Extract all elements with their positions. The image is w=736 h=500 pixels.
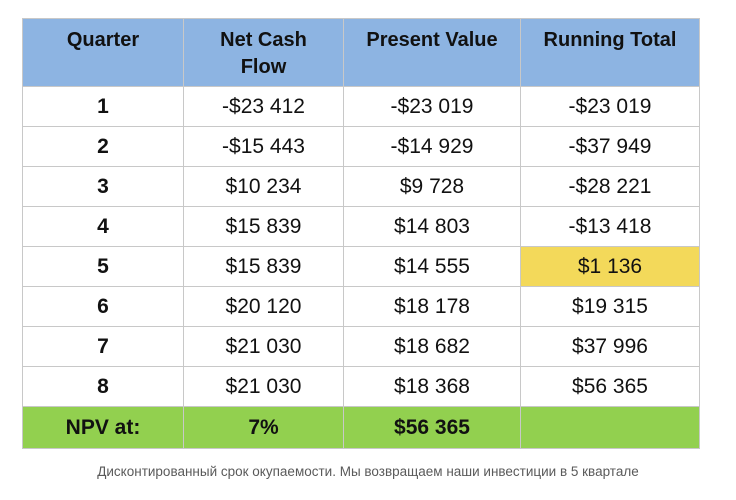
- header-net-cash-flow-line1: Net Cash: [220, 29, 307, 51]
- net-cash-flow-cell: $15 839: [183, 206, 344, 247]
- header-net-cash-flow-line2: Flow: [240, 56, 287, 78]
- net-cash-flow-cell: $20 120: [183, 286, 344, 327]
- table-row: 3 $10 234 $9 728 -$28 221: [22, 166, 700, 207]
- npv-row: NPV at: 7% $56 365: [22, 406, 700, 449]
- table-body: 1 -$23 412 -$23 019 -$23 019 2 -$15 443 -$14 9…: [22, 86, 700, 407]
- net-cash-flow-cell: -$23 412: [183, 86, 344, 127]
- running-total-cell: $37 996: [520, 326, 700, 367]
- table-row: 4 $15 839 $14 803 -$13 418: [22, 206, 700, 247]
- npv-value: $56 365: [343, 406, 521, 449]
- quarter-cell: 1: [22, 86, 184, 127]
- table-row: 2 -$15 443 -$14 929 -$37 949: [22, 126, 700, 167]
- net-cash-flow-cell: $21 030: [183, 326, 344, 367]
- table-row: 1 -$23 412 -$23 019 -$23 019: [22, 86, 700, 127]
- running-total-cell: -$37 949: [520, 126, 700, 167]
- running-total-cell: -$23 019: [520, 86, 700, 127]
- present-value-cell: $18 368: [343, 366, 521, 407]
- image-caption: Дисконтированный срок окупаемости. Мы во…: [97, 464, 639, 479]
- quarter-cell: 2: [22, 126, 184, 167]
- header-row: Quarter Net Cash Flow Present Value Runn…: [22, 18, 700, 87]
- running-total-cell: $56 365: [520, 366, 700, 407]
- header-running-total: Running Total: [520, 18, 700, 87]
- table-row: 5 $15 839 $14 555 $1 136: [22, 246, 700, 287]
- present-value-cell: $14 555: [343, 246, 521, 287]
- running-total-cell: $1 136: [520, 246, 700, 287]
- quarter-cell: 3: [22, 166, 184, 207]
- present-value-cell: -$14 929: [343, 126, 521, 167]
- npv-empty-cell: [520, 406, 700, 449]
- table-row: 8 $21 030 $18 368 $56 365: [22, 366, 700, 407]
- running-total-cell: -$13 418: [520, 206, 700, 247]
- present-value-cell: $18 178: [343, 286, 521, 327]
- cash-flow-table-container: Quarter Net Cash Flow Present Value Runn…: [22, 18, 700, 449]
- header-present-value: Present Value: [343, 18, 521, 87]
- net-cash-flow-cell: -$15 443: [183, 126, 344, 167]
- header-net-cash-flow: Net Cash Flow: [183, 18, 344, 87]
- present-value-cell: $18 682: [343, 326, 521, 367]
- present-value-cell: $9 728: [343, 166, 521, 207]
- quarter-cell: 6: [22, 286, 184, 327]
- net-cash-flow-cell: $21 030: [183, 366, 344, 407]
- quarter-cell: 8: [22, 366, 184, 407]
- discounted-payback-table: Quarter Net Cash Flow Present Value Runn…: [22, 18, 700, 449]
- net-cash-flow-cell: $15 839: [183, 246, 344, 287]
- present-value-cell: $14 803: [343, 206, 521, 247]
- quarter-cell: 7: [22, 326, 184, 367]
- table-row: 6 $20 120 $18 178 $19 315: [22, 286, 700, 327]
- header-quarter: Quarter: [22, 18, 184, 87]
- quarter-cell: 5: [22, 246, 184, 287]
- quarter-cell: 4: [22, 206, 184, 247]
- table-row: 7 $21 030 $18 682 $37 996: [22, 326, 700, 367]
- net-cash-flow-cell: $10 234: [183, 166, 344, 207]
- running-total-cell: $19 315: [520, 286, 700, 327]
- running-total-cell: -$28 221: [520, 166, 700, 207]
- npv-label: NPV at:: [22, 406, 184, 449]
- npv-rate: 7%: [183, 406, 344, 449]
- present-value-cell: -$23 019: [343, 86, 521, 127]
